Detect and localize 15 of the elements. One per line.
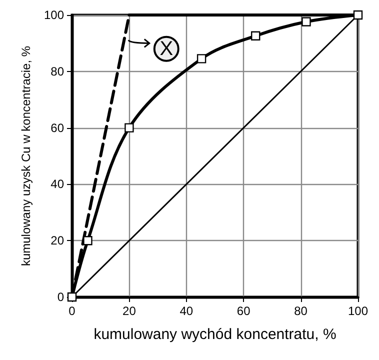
x-tick-label: 80 [294,304,308,318]
x-tick-label: 20 [122,304,136,318]
x-tick-label: 60 [236,304,251,318]
y-tick-label: 0 [57,290,64,304]
y-tick-label: 20 [50,234,64,248]
x-tick-label: 40 [180,304,194,318]
y-tick-label: 40 [50,177,64,192]
x-tick-label: 100 [348,304,368,318]
y-tick-label: 60 [50,120,64,135]
x-axis-title: kumulowany wychód koncentratu, % [94,326,336,343]
x-tick-label: 0 [68,304,76,318]
annotation: X [160,38,174,60]
y-tick-label: 100 [44,8,64,22]
y-tick-label: 80 [50,64,64,78]
y-axis-title: kumulowany uzysk Cu w koncentracie, % [19,46,34,266]
